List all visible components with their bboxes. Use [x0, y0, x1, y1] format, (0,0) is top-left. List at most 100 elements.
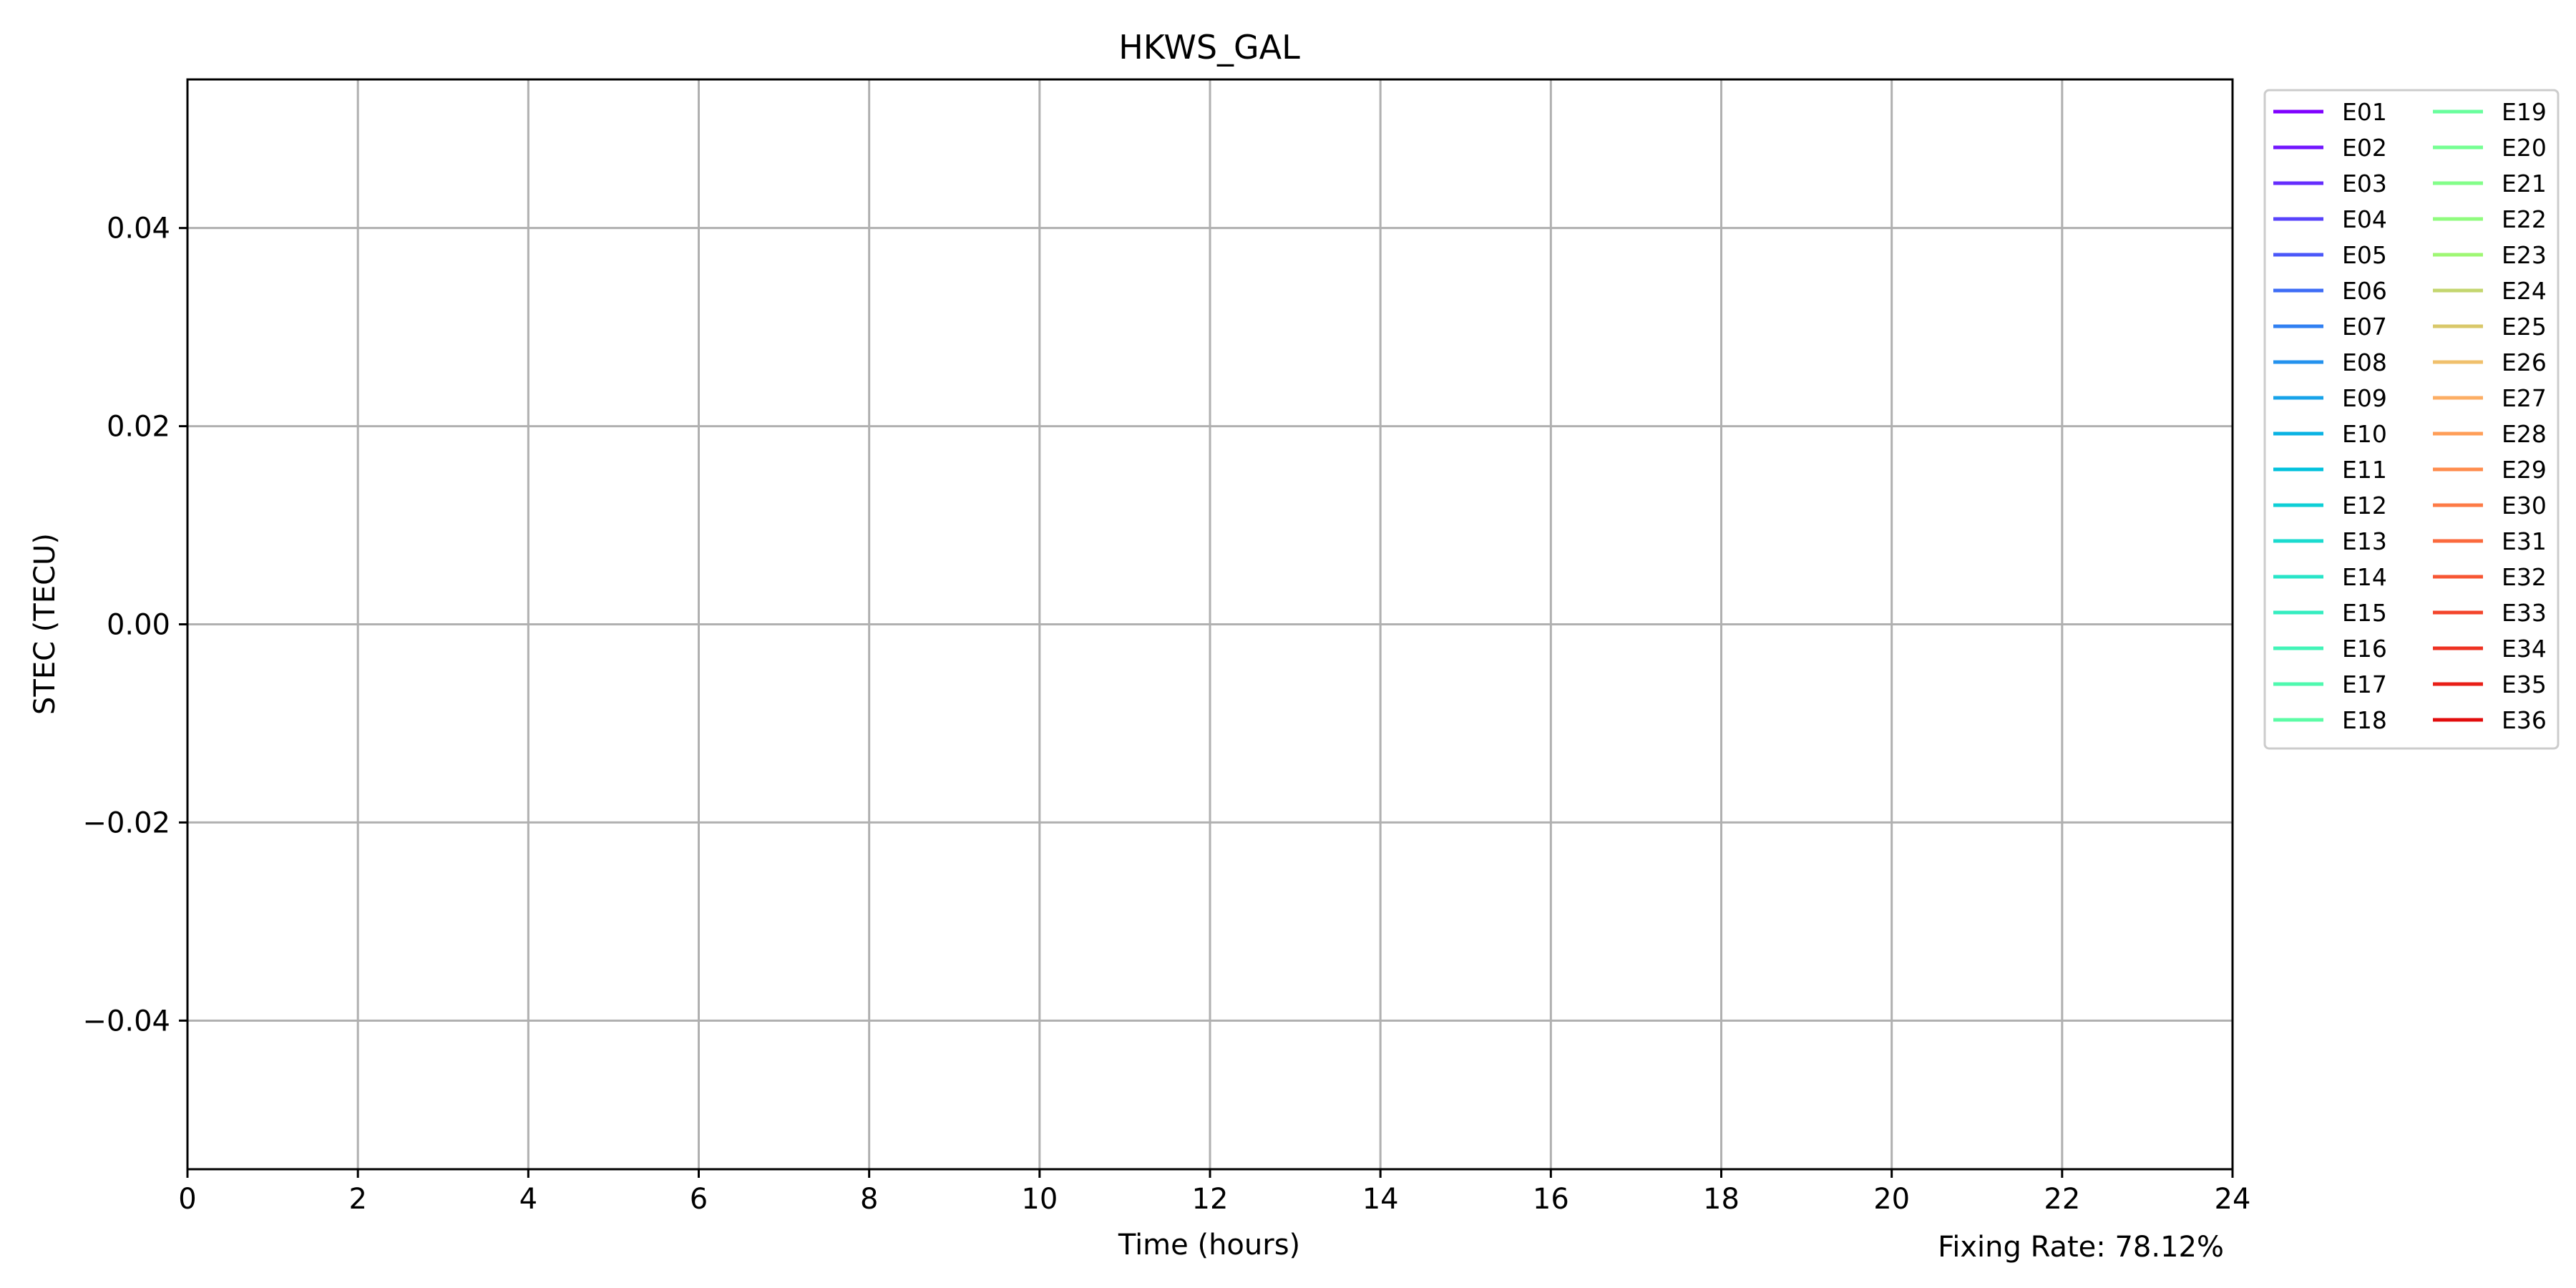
legend-label: E16	[2342, 635, 2387, 663]
legend-entry-e30: E30	[2433, 492, 2547, 519]
legend-label: E26	[2502, 348, 2547, 376]
legend-label: E12	[2342, 492, 2387, 519]
legend-entry-e22: E22	[2433, 205, 2547, 233]
x-tick-label: 8	[860, 1183, 878, 1216]
legend-entry-e10: E10	[2273, 420, 2387, 448]
legend-label: E29	[2502, 456, 2547, 484]
x-tick-label: 24	[2215, 1183, 2251, 1216]
legend-label: E21	[2502, 170, 2547, 197]
legend-entry-e24: E24	[2433, 277, 2547, 305]
x-axis-ticks: 0 2 4 6 8 10 12 14 16 18 20 22 24	[178, 1169, 2250, 1216]
legend-entry-e04: E04	[2273, 205, 2387, 233]
legend-entry-e01: E01	[2273, 98, 2387, 126]
y-tick-label: 0.00	[107, 609, 170, 642]
legend-label: E28	[2502, 420, 2547, 448]
legend-entry-e25: E25	[2433, 313, 2547, 341]
x-tick-label: 10	[1021, 1183, 1058, 1216]
y-tick-label: −0.04	[82, 1005, 170, 1038]
legend-entry-e35: E35	[2433, 670, 2547, 698]
legend-label: E17	[2342, 670, 2387, 698]
legend-entry-e09: E09	[2273, 384, 2387, 412]
x-tick-label: 16	[1533, 1183, 1569, 1216]
legend-label: E30	[2502, 492, 2547, 519]
legend-entry-e23: E23	[2433, 241, 2547, 269]
legend-entry-e20: E20	[2433, 134, 2547, 162]
legend-label: E05	[2342, 241, 2387, 269]
legend-label: E02	[2342, 134, 2387, 162]
legend-entry-e02: E02	[2273, 134, 2387, 162]
x-tick-label: 2	[348, 1183, 366, 1216]
x-tick-label: 18	[1703, 1183, 1740, 1216]
legend-entry-e28: E28	[2433, 420, 2547, 448]
legend-label: E10	[2342, 420, 2387, 448]
legend-box	[2263, 89, 2560, 750]
x-tick-label: 12	[1192, 1183, 1229, 1216]
legend-label: E25	[2502, 313, 2547, 341]
legend-label: E32	[2502, 563, 2547, 591]
legend-label: E19	[2502, 98, 2547, 126]
legend-entry-e08: E08	[2273, 348, 2387, 376]
legend-label: E09	[2342, 384, 2387, 412]
legend-label: E35	[2502, 670, 2547, 698]
x-tick-label: 22	[2044, 1183, 2080, 1216]
legend-label: E20	[2502, 134, 2547, 162]
x-tick-label: 0	[178, 1183, 196, 1216]
legend-label: E14	[2342, 563, 2387, 591]
y-tick-label: 0.04	[107, 213, 170, 245]
legend-label: E11	[2342, 456, 2387, 484]
legend-entry-e05: E05	[2273, 241, 2387, 269]
legend-entry-e13: E13	[2273, 527, 2387, 555]
legend-entry-e27: E27	[2433, 384, 2547, 412]
legend-entry-e06: E06	[2273, 277, 2387, 305]
y-tick-label: −0.02	[82, 806, 170, 839]
legend-entry-e16: E16	[2273, 635, 2387, 663]
legend-entry-e26: E26	[2433, 348, 2547, 376]
legend-label: E15	[2342, 599, 2387, 627]
legend-label: E03	[2342, 170, 2387, 197]
legend-entry-e14: E14	[2273, 563, 2387, 591]
fixing-rate-annotation: Fixing Rate: 78.12%	[1938, 1231, 2224, 1264]
chart-title: HKWS_GAL	[1118, 28, 1300, 67]
legend-entry-e29: E29	[2433, 456, 2547, 484]
legend-label: E22	[2502, 205, 2547, 233]
legend-entry-e32: E32	[2433, 563, 2547, 591]
x-tick-label: 6	[690, 1183, 708, 1216]
legend-entry-e34: E34	[2433, 635, 2547, 663]
x-tick-label: 14	[1362, 1183, 1399, 1216]
legend-label: E23	[2502, 241, 2547, 269]
legend: E01 E02 E03 E04 E05 E06 E07 E08 E09 E10 E11 E12 E13 E…	[2263, 89, 2560, 750]
legend-label: E27	[2502, 384, 2547, 412]
legend-label: E24	[2502, 277, 2547, 305]
legend-label: E18	[2342, 706, 2387, 734]
legend-label: E08	[2342, 348, 2387, 376]
y-axis-ticks: −0.04 −0.02 0.00 0.02 0.04	[82, 213, 187, 1038]
y-tick-label: 0.02	[107, 411, 170, 444]
legend-label: E04	[2342, 205, 2387, 233]
legend-entry-e07: E07	[2273, 313, 2387, 341]
legend-label: E36	[2502, 706, 2547, 734]
legend-entry-e12: E12	[2273, 492, 2387, 519]
x-tick-label: 20	[1873, 1183, 1910, 1216]
x-axis-label: Time (hours)	[1118, 1229, 1300, 1262]
legend-entry-e36: E36	[2433, 706, 2547, 734]
legend-entry-e15: E15	[2273, 599, 2387, 627]
legend-entry-e03: E03	[2273, 170, 2387, 197]
legend-entry-e17: E17	[2273, 670, 2387, 698]
legend-entry-e18: E18	[2273, 706, 2387, 734]
legend-entry-e33: E33	[2433, 599, 2547, 627]
x-tick-label: 4	[519, 1183, 537, 1216]
legend-label: E13	[2342, 527, 2387, 555]
legend-label: E33	[2502, 599, 2547, 627]
y-axis-label: STEC (TECU)	[29, 533, 62, 715]
legend-entry-e19: E19	[2433, 98, 2547, 126]
legend-entry-e31: E31	[2433, 527, 2547, 555]
legend-label: E06	[2342, 277, 2387, 305]
legend-label: E01	[2342, 98, 2387, 126]
legend-entry-e11: E11	[2273, 456, 2387, 484]
legend-label: E07	[2342, 313, 2387, 341]
legend-label: E34	[2502, 635, 2547, 663]
legend-label: E31	[2502, 527, 2547, 555]
legend-entry-e21: E21	[2433, 170, 2547, 197]
